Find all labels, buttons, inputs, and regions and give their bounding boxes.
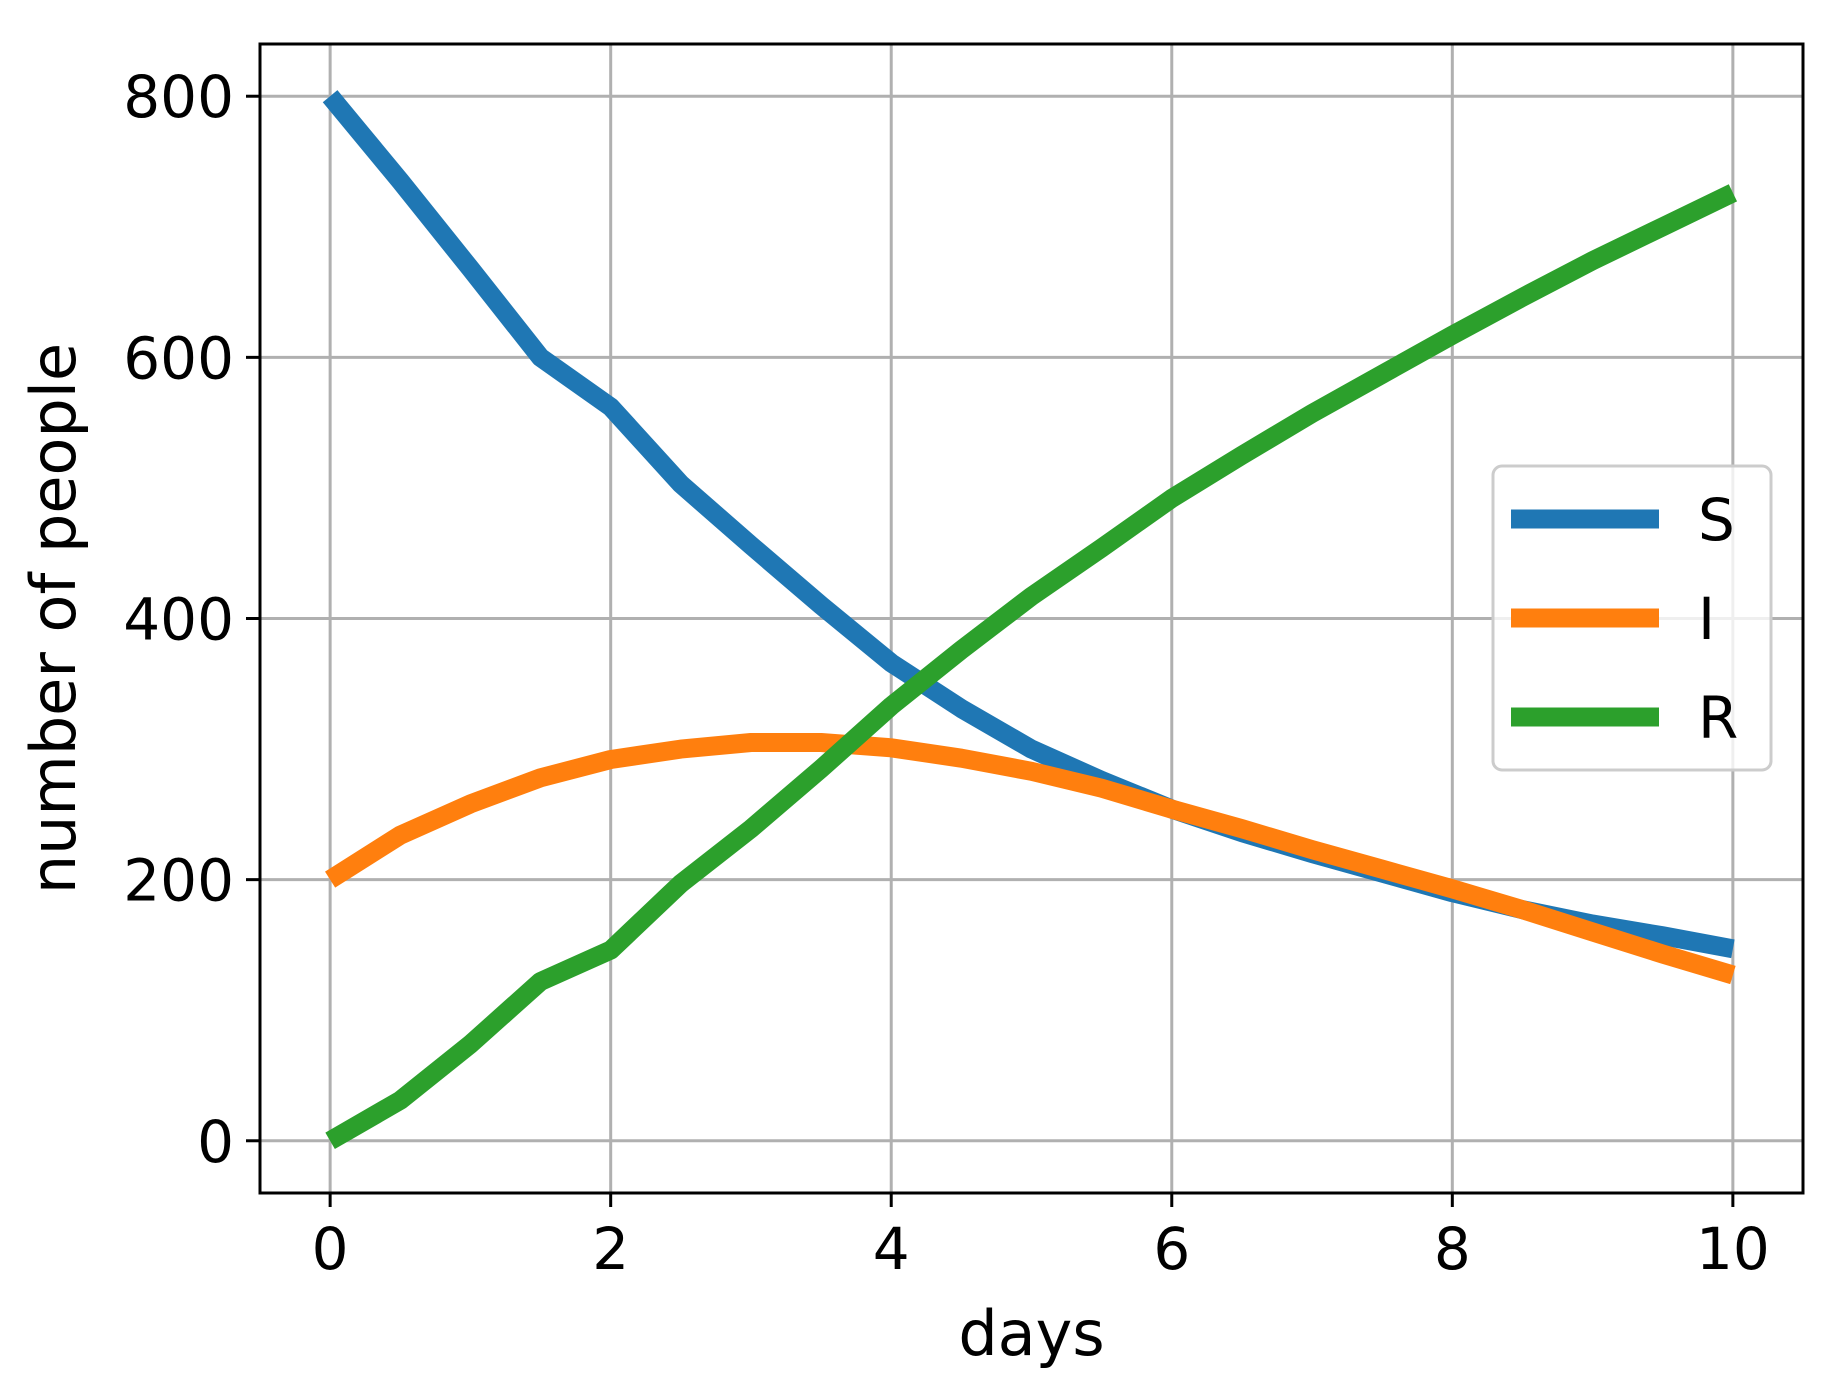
series-line-I bbox=[325, 733, 1736, 985]
axes-layer: 0 2 4 6 8 10 0 200 400 600 800 days number of people bbox=[17, 42, 1805, 1370]
y-tick-label-2: 400 bbox=[123, 586, 234, 654]
y-tick-label-0: 0 bbox=[197, 1108, 234, 1176]
x-tick-label-3: 6 bbox=[1153, 1215, 1190, 1283]
y-tick-label-3: 600 bbox=[123, 324, 234, 392]
y-axis-label: number of people bbox=[17, 343, 90, 894]
x-tick-label-0: 0 bbox=[312, 1215, 349, 1283]
series-layer bbox=[322, 90, 1738, 1150]
legend: SIR bbox=[1491, 464, 1773, 772]
x-tick-label-5: 10 bbox=[1696, 1215, 1770, 1283]
legend-label-R: R bbox=[1698, 684, 1738, 752]
legend-label-I: I bbox=[1698, 585, 1715, 653]
x-tick-label-1: 2 bbox=[592, 1215, 629, 1283]
x-tick-label-2: 4 bbox=[873, 1215, 910, 1283]
legend-label-S: S bbox=[1698, 486, 1735, 554]
x-tick-label-4: 8 bbox=[1434, 1215, 1471, 1283]
y-tick-label-4: 800 bbox=[123, 63, 234, 131]
y-tick-label-1: 200 bbox=[123, 847, 234, 915]
x-axis-label: days bbox=[958, 1297, 1104, 1370]
series-line-R bbox=[325, 184, 1738, 1150]
